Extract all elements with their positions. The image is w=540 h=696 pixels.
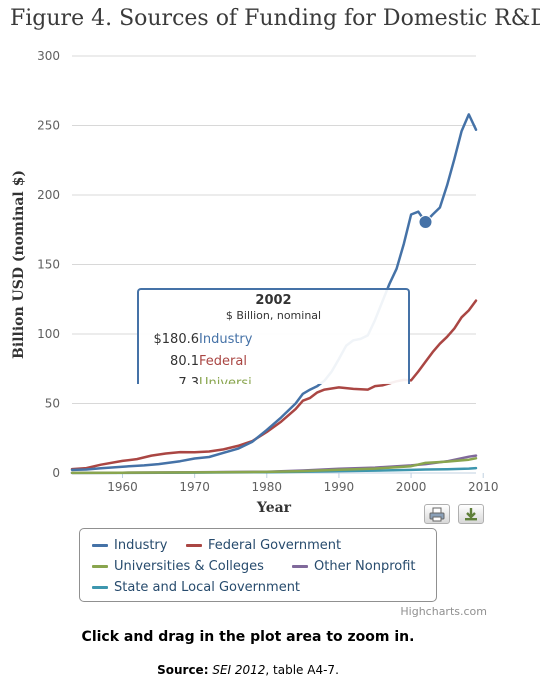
export-button[interactable]: [458, 504, 484, 524]
credits-link[interactable]: Highcharts.com: [400, 605, 487, 618]
hover-marker: [418, 214, 433, 229]
x-tick-label: 2010: [468, 480, 499, 494]
x-tick-label: 1960: [107, 480, 138, 494]
tooltip-value: 80.1: [170, 354, 199, 369]
y-tick-label: 0: [52, 466, 60, 480]
print-button[interactable]: [424, 504, 450, 524]
tooltip-row: 7.3Universi: [139, 376, 252, 384]
y-tick-label: 200: [37, 188, 60, 202]
legend-item-industry[interactable]: Industry: [92, 538, 167, 553]
legend-label: State and Local Government: [114, 580, 301, 595]
y-tick-label: 50: [45, 397, 60, 411]
tooltip-series-name: Federal: [199, 354, 247, 369]
y-tick-label: 150: [37, 258, 60, 272]
tooltip-series-name: Universi: [199, 376, 252, 384]
chart-title: Figure 4. Sources of Funding for Domesti…: [10, 6, 540, 31]
legend-item-universities-colleges[interactable]: Universities & Colleges: [92, 559, 264, 574]
legend-item-federal-government[interactable]: Federal Government: [186, 538, 341, 553]
source-label: Source:: [157, 663, 209, 677]
legend-swatch: [92, 586, 108, 589]
series-line-universities-colleges[interactable]: [70, 457, 478, 475]
source-detail: , table A4-7.: [265, 663, 339, 677]
zoom-instruction: Click and drag in the plot area to zoom …: [81, 629, 415, 645]
x-axis-ticks: 1960 1970 1980 1990 2000 2010: [107, 473, 498, 494]
y-axis-title: Billion USD (nominal $): [11, 170, 27, 359]
series-line-federal-government[interactable]: [70, 299, 478, 471]
tooltip-year: 2002: [255, 293, 292, 308]
legend-label: Federal Government: [208, 538, 342, 553]
printer-icon: [429, 507, 445, 522]
legend-swatch: [186, 544, 202, 547]
legend-swatch: [292, 565, 308, 568]
legend-swatch: [92, 565, 108, 568]
tooltip-row: 80.1Federal: [139, 354, 247, 369]
tooltip-series-name: Industry: [199, 332, 253, 347]
source-publication: SEI 2012: [212, 663, 266, 677]
source-note: Source: SEI 2012, table A4-7.: [0, 663, 496, 677]
x-tick-label: 1980: [252, 480, 283, 494]
download-icon: [465, 508, 477, 521]
legend-swatch: [92, 544, 108, 547]
x-tick-label: 1990: [324, 480, 355, 494]
y-tick-label: 250: [37, 119, 60, 133]
x-tick-label: 1970: [179, 480, 210, 494]
y-tick-label: 300: [37, 49, 60, 63]
hover-point-marker: [418, 214, 433, 229]
legend-item-state-local-government[interactable]: State and Local Government: [92, 580, 300, 595]
tooltip-value: $180.6: [153, 332, 200, 347]
y-axis-ticks: 0 50 100 150 200 250 300: [37, 49, 60, 480]
tooltip-row: $180.6Industry: [139, 332, 253, 347]
legend-item-other-nonprofit[interactable]: Other Nonprofit: [292, 559, 416, 574]
line-chart[interactable]: 0 50 100 150 200 250 300 1960 1970 1980 1990 2000 2…: [0, 0, 540, 530]
grid-lines: [72, 55, 476, 474]
legend-label: Universities & Colleges: [114, 559, 264, 574]
tooltip-unit: $ Billion, nominal: [225, 309, 322, 322]
x-axis-title: Year: [256, 500, 292, 516]
y-tick-label: 100: [37, 327, 60, 341]
tooltip-value: 7.3: [178, 376, 199, 384]
data-tooltip: 2002 $ Billion, nominal $180.6Industry 8…: [137, 288, 410, 384]
chart-legend: Industry Federal Government Universities…: [79, 528, 437, 602]
legend-label: Other Nonprofit: [314, 559, 416, 574]
x-tick-label: 2000: [396, 480, 427, 494]
legend-label: Industry: [114, 538, 168, 553]
